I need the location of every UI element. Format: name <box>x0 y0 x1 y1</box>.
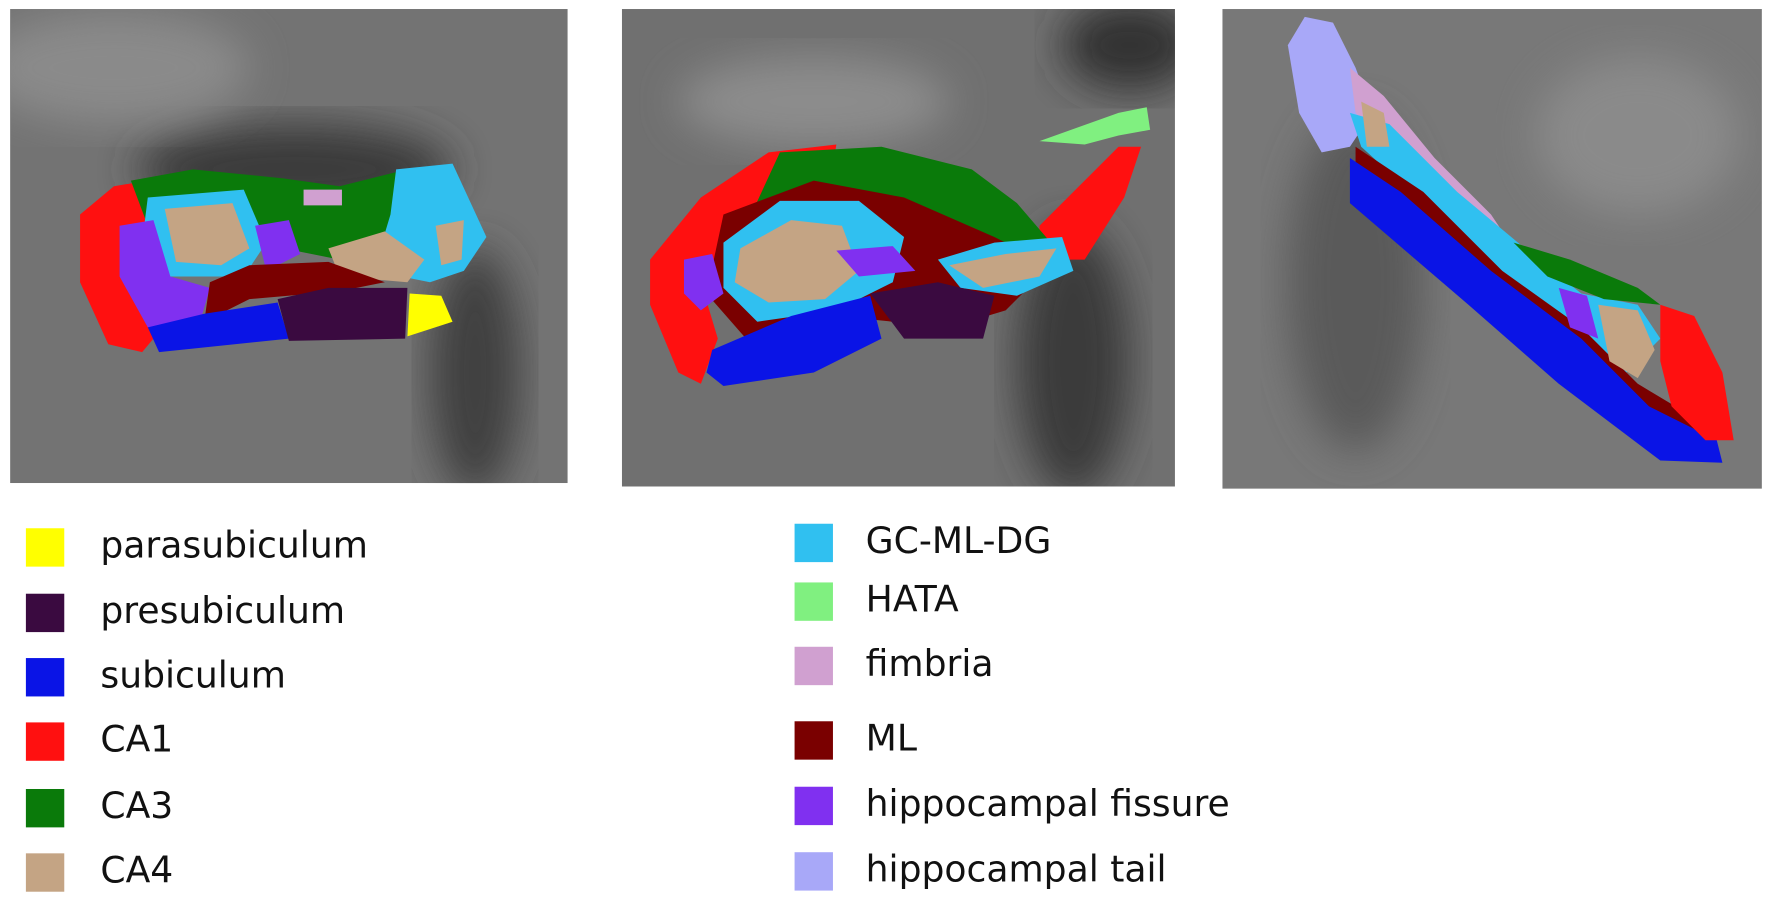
legend-label: CA1 <box>100 718 173 761</box>
legend-label: hippocampal tail <box>866 847 1167 890</box>
segment-region <box>1660 304 1734 441</box>
legend-swatch <box>794 786 833 826</box>
segment-region <box>1361 101 1390 147</box>
segment-region <box>1558 287 1599 339</box>
segment-region <box>1598 304 1655 379</box>
legend-swatch <box>794 523 833 563</box>
segment-region <box>706 295 882 387</box>
legend-label: ML <box>866 716 917 759</box>
legend-label: presubiculum <box>100 589 345 632</box>
legend-label: GC-ML-DG <box>866 519 1052 562</box>
segment-region <box>435 220 464 266</box>
segment-region <box>407 293 453 337</box>
legend-swatch <box>25 528 65 567</box>
segment-region <box>1355 146 1706 441</box>
segment-region <box>1287 16 1373 153</box>
segment-region <box>734 220 859 303</box>
segment-region <box>147 302 289 353</box>
segment-region <box>1039 107 1151 145</box>
segment-region <box>836 246 916 277</box>
legend-label: CA3 <box>100 784 173 827</box>
segment-region <box>1349 67 1503 232</box>
legend-swatch <box>25 658 65 697</box>
legend-swatch <box>794 646 833 686</box>
legend-label: HATA <box>866 578 959 621</box>
legend-label: fimbria <box>866 642 994 685</box>
segment-region <box>1039 146 1142 260</box>
segment-region <box>204 261 385 322</box>
segment-region <box>164 203 250 266</box>
segment-region <box>1513 242 1661 305</box>
legend-label: subiculum <box>100 653 285 696</box>
legend-swatch <box>794 721 833 760</box>
legend: parasubiculum presubiculum subiculum CA1 CA3… <box>25 519 1230 892</box>
legend-swatch <box>794 852 833 891</box>
segment-region <box>119 220 210 328</box>
segment-region <box>303 189 342 206</box>
legend-label: hippocampal fissure <box>866 782 1230 825</box>
legend-swatch <box>25 593 65 633</box>
legend-label: parasubiculum <box>100 523 368 566</box>
segment-region <box>683 253 724 311</box>
legend-label: CA4 <box>100 849 173 892</box>
segment-region <box>255 220 301 271</box>
segment-region <box>870 282 995 339</box>
segment-region <box>949 248 1057 288</box>
segment-region <box>277 287 408 341</box>
legend-swatch <box>25 853 65 892</box>
segment-region <box>650 144 837 384</box>
legend-swatch <box>794 582 833 621</box>
legend-swatch <box>25 722 65 761</box>
legend-swatch <box>25 788 65 828</box>
segment-region <box>328 231 425 283</box>
segmentations <box>80 16 1734 463</box>
